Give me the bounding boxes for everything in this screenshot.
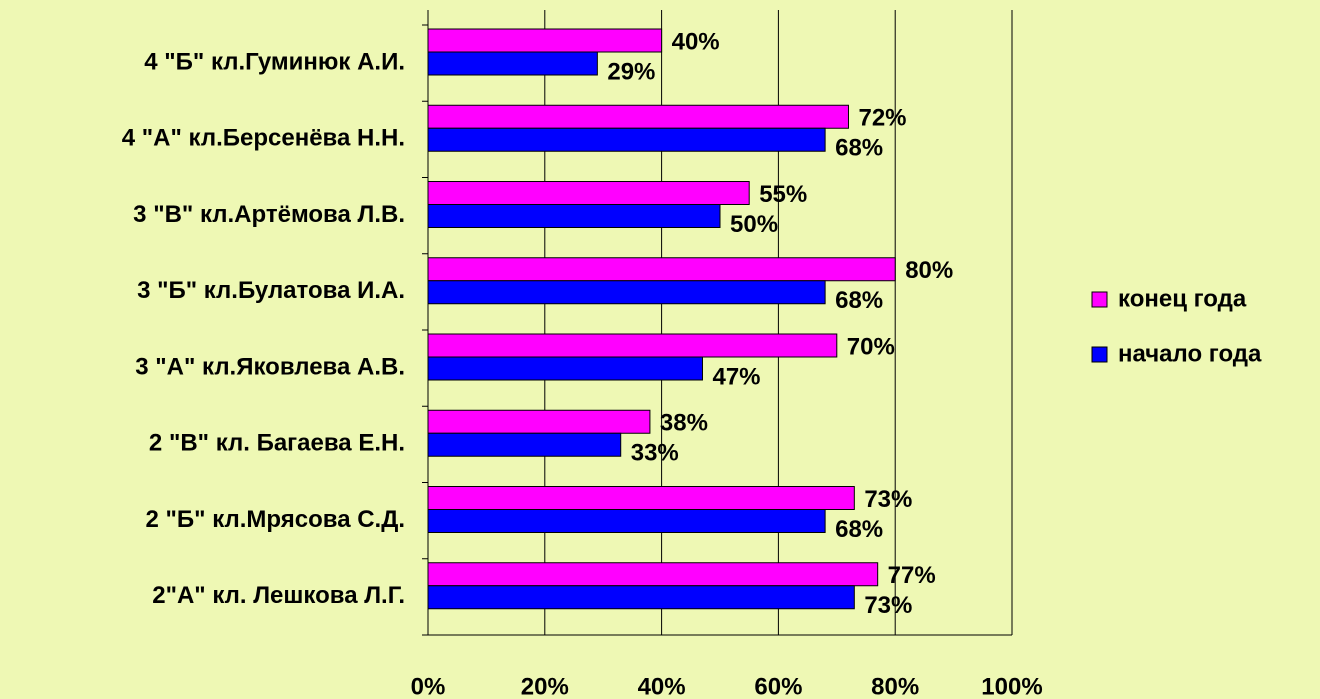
bar — [427, 51, 598, 76]
x-tick-label: 60% — [754, 673, 802, 699]
value-label: 68% — [835, 135, 883, 162]
x-tick-label: 40% — [638, 673, 686, 699]
y-tick-label: 2 "Б" кл.Мрясова С.Д. — [146, 506, 405, 533]
y-tick-label: 3 "Б" кл.Булатова И.А. — [137, 277, 405, 304]
y-tick-label: 2"А" кл. Лешкова Л.Г. — [152, 582, 405, 609]
bar — [427, 509, 826, 533]
value-label: 68% — [835, 516, 883, 543]
bar — [427, 104, 849, 129]
x-tick-label: 80% — [871, 673, 919, 699]
value-label: 80% — [905, 257, 953, 284]
x-tick-label: 20% — [521, 673, 569, 699]
bar — [427, 280, 826, 305]
legend-label: конец года — [1118, 285, 1247, 312]
value-label: 68% — [835, 287, 883, 314]
x-tick-label: 0% — [411, 673, 446, 699]
y-tick-label: 3 "В" кл.Артёмова Л.В. — [133, 201, 405, 228]
bar — [427, 356, 703, 381]
value-label: 50% — [730, 211, 778, 238]
value-label: 29% — [607, 58, 655, 85]
legend-swatch — [1091, 346, 1108, 363]
bar — [427, 28, 663, 53]
value-label: 73% — [864, 486, 912, 513]
legend-label: начало года — [1118, 340, 1262, 367]
value-label: 72% — [858, 105, 906, 132]
y-tick-label: 4 "А" кл.Берсенёва Н.Н. — [122, 125, 405, 152]
y-tick-label: 3 "А" кл.Яковлева А.В. — [135, 353, 405, 380]
bar — [427, 562, 879, 587]
value-label: 38% — [660, 410, 708, 437]
bar — [427, 127, 826, 152]
value-label: 40% — [672, 28, 720, 55]
value-label: 47% — [712, 363, 760, 390]
value-label: 55% — [759, 181, 807, 208]
bar — [427, 409, 651, 434]
bar — [427, 204, 721, 228]
bar — [427, 585, 855, 610]
bar — [427, 181, 750, 205]
value-label: 33% — [631, 440, 679, 467]
value-label: 70% — [847, 333, 895, 360]
x-tick-label: 100% — [981, 673, 1042, 699]
y-tick-label: 4 "Б" кл.Гуминюк А.И. — [144, 48, 405, 75]
bar — [427, 432, 622, 457]
bar — [427, 333, 838, 358]
bar — [427, 486, 855, 510]
bar — [427, 257, 896, 282]
y-tick-label: 2 "В" кл. Багаева Е.Н. — [149, 430, 405, 457]
value-label: 73% — [864, 592, 912, 619]
legend-swatch — [1091, 291, 1108, 308]
value-label: 77% — [888, 562, 936, 589]
